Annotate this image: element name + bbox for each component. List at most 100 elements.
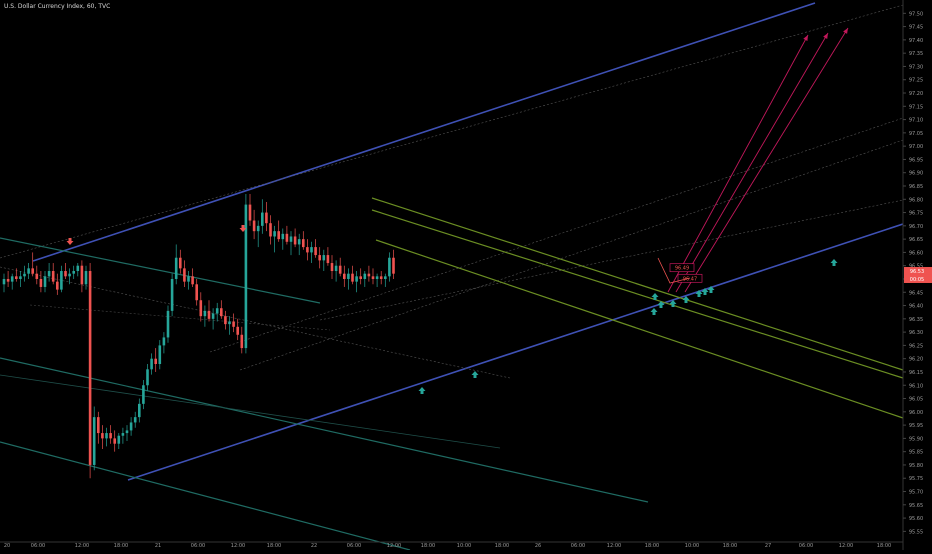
time-tick-label: 22 [311,543,317,549]
candle-body [297,239,301,245]
candle-body [60,271,63,290]
buy-signal-arrow [707,286,715,293]
chart-title: U.S. Dollar Currency Index, 60, TVC [4,3,111,10]
buy-signal-arrow [651,293,659,300]
candle-body [158,345,162,364]
candle-body [166,310,170,338]
time-tick-label: 18:00 [495,543,509,549]
candle-body [240,334,244,349]
buy-signal-arrow [657,301,665,308]
price-tick-label: 97.45 [909,25,923,31]
price-tick-label: 96.15 [909,370,923,376]
upper-channel-line [32,2,816,262]
candle-body [146,369,149,386]
candle-body [154,358,157,364]
dotted-parallel [319,199,904,321]
candle-body [302,239,305,248]
price-annotation-text: 96.47 [683,276,697,282]
price-tick-label: 95.60 [909,516,923,522]
candle-body [281,233,285,240]
green-channel-mid [371,209,904,379]
price-tick-label: 97.10 [909,118,923,124]
buy-signal-arrow [701,288,709,295]
candle-body [56,281,59,290]
candle-body [289,236,293,242]
candle-body [43,276,47,287]
price-tick-label: 97.40 [909,38,923,44]
target-arrowhead [803,35,808,41]
candle-body [183,268,186,282]
candle-body [220,308,223,317]
candle-body [392,257,395,274]
price-tick-label: 96.75 [909,211,923,217]
buy-signal-arrow [418,387,426,394]
time-axis: 20 06:00 12:00 18:00 21 06:00 12:00 18:00 22 06:0… [0,541,903,549]
candle-body [10,276,14,282]
time-tick-label: 21 [155,543,161,549]
candle-body [51,271,55,282]
candle-body [88,271,92,465]
time-tick-label: 12:00 [387,543,401,549]
time-tick-label: 18:00 [723,543,737,549]
dotted-parallel [0,266,511,379]
candle-body [23,273,26,277]
candle-body [121,433,125,436]
buy-signal-arrow [830,259,838,266]
price-tick-label: 96.30 [909,330,923,336]
candle-body [31,268,34,274]
price-tick-label: 95.90 [909,436,923,442]
candle-body [269,223,272,237]
candle-body [314,247,317,256]
price-tick-label: 96.40 [909,304,923,310]
target-arrow-line [667,34,809,293]
candle-body [97,417,100,434]
price-axis: 97.50 97.45 97.40 97.35 97.30 97.25 97.20 97.15… [902,0,932,550]
time-tick-label: 26 [535,543,541,549]
candle-body [326,255,330,264]
sell-signal-arrow [239,225,247,232]
candle-body [117,435,121,444]
target-arrowhead [823,33,828,39]
candle-body [375,276,379,279]
markers-layer: 96.49 96.47 [66,225,838,394]
teal-inner-line [0,374,501,449]
price-tick-label: 95.95 [909,423,923,429]
candle-body [129,422,133,431]
time-tick-label: 18:00 [645,543,659,549]
candle-body [232,321,235,327]
price-tick-label: 96.85 [909,184,923,190]
time-tick-label: 12:00 [231,543,245,549]
candle-body [174,257,178,279]
price-tick-label: 96.45 [909,290,923,296]
buy-signal-arrow [471,371,479,378]
candle-body [384,276,387,279]
candle-body [347,273,350,279]
candle-body [330,263,334,272]
candle-body [76,265,80,272]
current-price-badge [904,274,932,283]
candle-body [195,284,198,301]
teal-channel-upper [0,357,649,503]
candle-body [203,310,207,317]
price-tick-label: 95.55 [909,529,923,535]
candle-body [92,417,96,465]
price-tick-label: 97.25 [909,78,923,84]
candle-body [318,255,321,261]
price-tick-label: 96.80 [909,197,923,203]
dotted-parallel [209,117,904,353]
price-tick-label: 97.15 [909,104,923,110]
candle-body [187,276,190,282]
green-channel-upper [371,197,904,371]
candle-body [15,276,18,279]
teal-resistance-line [0,237,321,304]
target-arrowhead [843,28,848,34]
candle-body [142,385,145,404]
dotted-parallel [0,4,904,259]
candle-body [199,300,203,317]
annotation-pointer [657,257,691,284]
candle-body [228,321,231,325]
price-tick-label: 96.90 [909,171,923,177]
time-tick-label: 18:00 [421,543,435,549]
price-tick-label: 97.30 [909,64,923,70]
